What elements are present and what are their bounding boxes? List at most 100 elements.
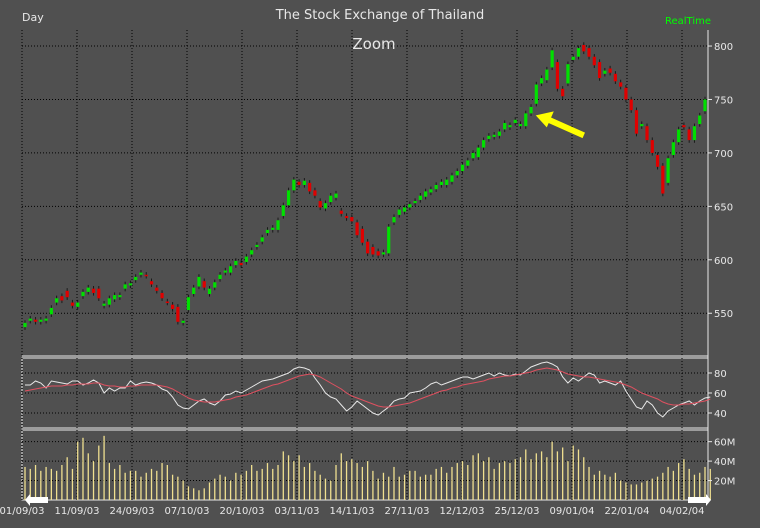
price-candle[interactable] <box>250 247 254 258</box>
price-candle[interactable] <box>23 320 27 330</box>
price-candle[interactable] <box>60 293 64 304</box>
price-candle[interactable] <box>592 54 596 68</box>
price-candle[interactable] <box>381 249 386 258</box>
price-candle[interactable] <box>508 122 512 130</box>
realtime-label[interactable]: RealTime <box>665 16 711 27</box>
price-candle[interactable] <box>281 202 285 219</box>
price-candle[interactable] <box>255 242 259 250</box>
price-candle[interactable] <box>323 200 328 212</box>
price-candle[interactable] <box>318 198 322 211</box>
price-candle[interactable] <box>413 198 417 206</box>
price-candle[interactable] <box>118 292 122 300</box>
price-candle[interactable] <box>455 168 459 179</box>
price-candle[interactable] <box>550 47 554 71</box>
price-candle[interactable] <box>392 214 396 226</box>
price-candle[interactable] <box>387 223 391 257</box>
price-candle[interactable] <box>97 285 101 301</box>
price-candle[interactable] <box>81 289 85 299</box>
scroll-right-icon[interactable] <box>688 494 711 506</box>
price-candle[interactable] <box>102 300 106 309</box>
price-candle[interactable] <box>44 315 48 324</box>
price-candle[interactable] <box>286 187 291 208</box>
price-candle[interactable] <box>640 121 644 129</box>
price-candle[interactable] <box>86 284 90 295</box>
price-candle[interactable] <box>260 234 264 245</box>
price-candle[interactable] <box>408 201 412 211</box>
price-candle[interactable] <box>329 193 333 205</box>
price-candle[interactable] <box>397 206 401 218</box>
price-candle[interactable] <box>128 280 133 289</box>
price-candle[interactable] <box>134 274 138 283</box>
oscillator-line-slow[interactable] <box>24 367 711 408</box>
price-candle[interactable] <box>466 157 470 169</box>
price-candle[interactable] <box>65 288 69 300</box>
price-candle[interactable] <box>671 139 675 158</box>
price-candle[interactable] <box>350 214 354 224</box>
price-candle[interactable] <box>482 137 486 151</box>
price-candle[interactable] <box>424 188 428 200</box>
price-candle[interactable] <box>619 79 623 90</box>
price-candle[interactable] <box>418 193 422 203</box>
price-candle[interactable] <box>355 219 359 238</box>
price-panel[interactable] <box>23 42 707 330</box>
price-candle[interactable] <box>450 172 454 185</box>
price-candle[interactable] <box>234 258 238 268</box>
price-candle[interactable] <box>244 253 248 265</box>
price-candle[interactable] <box>677 126 681 145</box>
price-candle[interactable] <box>218 272 222 282</box>
scroll-left-icon[interactable] <box>25 494 48 506</box>
price-candle[interactable] <box>344 213 349 221</box>
price-candle[interactable] <box>582 42 586 55</box>
price-candle[interactable] <box>613 71 617 84</box>
price-candle[interactable] <box>165 298 169 306</box>
oscillator-panel[interactable] <box>24 361 711 418</box>
price-candle[interactable] <box>429 186 433 196</box>
price-candle[interactable] <box>566 61 570 87</box>
price-candle[interactable] <box>655 152 660 170</box>
price-candle[interactable] <box>476 144 480 160</box>
price-candle[interactable] <box>376 248 380 259</box>
price-candle[interactable] <box>529 104 533 117</box>
price-candle[interactable] <box>144 272 148 279</box>
period-label[interactable]: Day <box>22 11 44 24</box>
price-candle[interactable] <box>70 299 75 309</box>
price-candle[interactable] <box>265 227 270 236</box>
volume-panel[interactable] <box>24 435 711 500</box>
price-candle[interactable] <box>524 110 528 129</box>
price-candle[interactable] <box>276 217 280 233</box>
price-candle[interactable] <box>334 190 338 201</box>
price-candle[interactable] <box>434 182 438 192</box>
price-candle[interactable] <box>460 162 465 174</box>
price-candle[interactable] <box>176 304 180 325</box>
price-candle[interactable] <box>139 269 143 278</box>
price-candle[interactable] <box>692 123 697 143</box>
price-candle[interactable] <box>28 315 32 324</box>
price-candle[interactable] <box>402 204 407 215</box>
price-candle[interactable] <box>603 67 607 77</box>
price-candle[interactable] <box>207 285 212 297</box>
price-candle[interactable] <box>661 163 665 197</box>
price-candle[interactable] <box>223 267 227 276</box>
price-candle[interactable] <box>545 66 549 83</box>
price-candle[interactable] <box>160 290 164 301</box>
price-candle[interactable] <box>170 302 175 312</box>
price-candle[interactable] <box>624 85 628 103</box>
price-candle[interactable] <box>202 278 206 291</box>
price-candle[interactable] <box>445 176 449 188</box>
price-candle[interactable] <box>313 187 317 199</box>
price-candle[interactable] <box>666 155 670 186</box>
price-candle[interactable] <box>181 318 185 326</box>
price-candle[interactable] <box>629 96 633 113</box>
price-candle[interactable] <box>76 299 80 310</box>
price-candle[interactable] <box>292 176 296 193</box>
price-candle[interactable] <box>239 260 243 268</box>
price-candle[interactable] <box>487 133 491 142</box>
price-candle[interactable] <box>576 45 581 60</box>
price-candle[interactable] <box>49 305 53 317</box>
price-candle[interactable] <box>55 295 59 306</box>
price-candle[interactable] <box>297 179 301 188</box>
price-candle[interactable] <box>497 128 502 139</box>
price-candle[interactable] <box>587 45 591 60</box>
price-candle[interactable] <box>360 226 364 246</box>
price-candle[interactable] <box>192 284 196 297</box>
